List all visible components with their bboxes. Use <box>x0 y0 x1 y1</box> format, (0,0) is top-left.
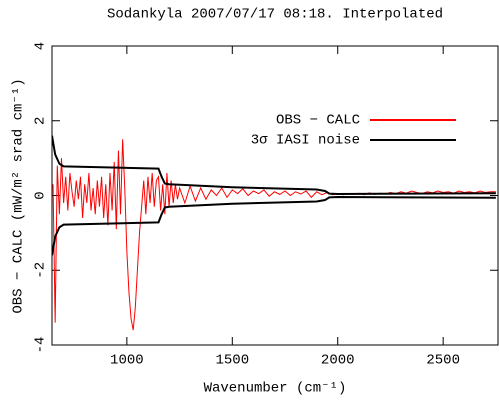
series-line <box>52 195 496 256</box>
x-axis-label: Wavenumber (cm⁻¹) <box>204 381 347 397</box>
legend-label: OBS − CALC <box>276 113 360 129</box>
x-tick-label: 1500 <box>215 353 249 369</box>
y-tick-label: 4 <box>33 42 49 50</box>
series-line <box>52 135 496 196</box>
y-tick-label: -4 <box>33 337 49 354</box>
legend-label: 3σ IASI noise <box>251 133 360 149</box>
x-tick-label: 2500 <box>426 353 460 369</box>
x-tick-label: 1000 <box>110 353 144 369</box>
x-tick-label: 2000 <box>321 353 355 369</box>
series-line <box>52 139 496 331</box>
plot-frame <box>51 45 499 346</box>
chart-title: Sodankyla 2007/07/17 08:18. Interpolated <box>107 7 443 23</box>
y-tick-label: 0 <box>33 191 49 199</box>
y-tick-label: 2 <box>33 117 49 125</box>
y-axis-label: OBS − CALC (mW/m² srad cm⁻¹) <box>11 78 27 313</box>
plot-area <box>52 135 496 331</box>
y-tick-label: -2 <box>33 262 49 279</box>
